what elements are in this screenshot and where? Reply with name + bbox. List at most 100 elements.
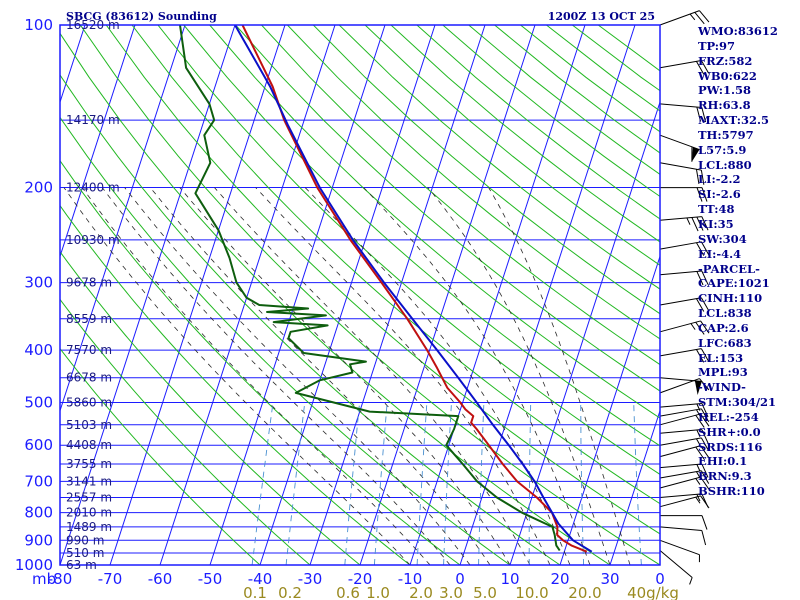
- index-item: RH:63.8: [698, 98, 751, 113]
- wind-barb: [659, 408, 710, 422]
- height-tick-label: 63 m: [66, 558, 97, 572]
- index-item: CAPE:1021: [698, 276, 770, 291]
- wind-barb-full: [701, 107, 707, 123]
- wind-barb-full: [701, 429, 709, 444]
- wind-barb-staff: [659, 408, 702, 417]
- mixing-ratio-label: 3.0: [439, 584, 463, 600]
- wind-barb: [659, 320, 710, 335]
- parcel-profile-line: [234, 25, 593, 553]
- wind-barb-staff: [659, 495, 701, 508]
- index-item: EI:-4.4: [698, 246, 742, 261]
- wind-barb: [659, 378, 710, 394]
- wind-barb-half: [694, 379, 700, 387]
- mixing-ratio-label: 0.6: [336, 584, 360, 600]
- index-item: HEL:-254: [698, 409, 759, 424]
- index-item: CAP:2.6: [698, 320, 749, 335]
- mixing-ratio-label: 2.0: [409, 584, 433, 600]
- index-item: SRDS:116: [698, 439, 763, 454]
- wind-barb: [659, 550, 693, 585]
- wind-barb-staff: [659, 270, 702, 276]
- moist-adiabat-line: [488, 187, 631, 565]
- dry-adiabat-line: [60, 73, 561, 565]
- wind-barb-half: [698, 554, 700, 563]
- wind-barb-full: [700, 241, 710, 255]
- temperature-tick-label: -20: [348, 570, 373, 588]
- height-tick-label: 2557 m: [66, 491, 112, 505]
- index-item: BSHR:110: [698, 484, 765, 499]
- temperature-tick-label: -70: [98, 570, 123, 588]
- isotherm-line: [209, 25, 386, 565]
- mixing-ratio-line: [416, 402, 428, 565]
- height-tick-label: 10930 m: [66, 233, 120, 247]
- wind-barb-staff: [659, 463, 702, 469]
- index-item: TP:97: [698, 38, 736, 53]
- mixing-ratio-label: 5.0: [473, 584, 497, 600]
- mixing-ratio-label: 0.1: [243, 584, 267, 600]
- isotherm-line: [159, 25, 336, 565]
- wind-barb-half: [696, 464, 701, 472]
- dry-adiabats: [60, 25, 660, 565]
- wind-barb-full: [695, 321, 705, 335]
- height-tick-label: 3141 m: [66, 474, 112, 488]
- wind-barb-staff: [659, 320, 701, 333]
- wind-barb-staff: [659, 10, 700, 26]
- index-item: WB0:622: [698, 68, 757, 83]
- wind-barb: [659, 429, 709, 444]
- moist-adiabat-line: [63, 187, 411, 565]
- wind-barb-full: [695, 446, 705, 460]
- wind-barb: [659, 348, 710, 363]
- wind-barb-full: [700, 470, 710, 484]
- wind-barb: [659, 216, 709, 232]
- wind-barb: [659, 241, 710, 256]
- wind-barb: [659, 162, 705, 185]
- mixing-ratio-line: [528, 402, 532, 565]
- wind-barb-full: [700, 320, 710, 334]
- moist-adiabat-line: [81, 187, 431, 565]
- pressure-tick-label: 500: [24, 393, 53, 411]
- temperature-tick-label: -80: [48, 570, 73, 588]
- index-item: LI:-2.2: [698, 172, 741, 187]
- height-tick-label: 12400 m: [66, 181, 120, 195]
- wind-barb-full: [696, 106, 702, 122]
- mixing-ratio-line: [285, 402, 306, 565]
- isotherm-line: [559, 254, 660, 565]
- wind-barb: [659, 445, 710, 460]
- wind-barb-staff: [659, 402, 702, 408]
- wind-barb-staff: [659, 550, 693, 578]
- wind-barb-full: [696, 187, 703, 202]
- wind-barb-full: [696, 271, 704, 286]
- index-item: TH:5797: [698, 127, 754, 142]
- isotherm-isobar-grid: [60, 25, 660, 565]
- wind-barb-full: [695, 414, 705, 428]
- wind-barb-full: [696, 216, 704, 231]
- wind-barb-full: [696, 242, 705, 256]
- wind-barb-full: [701, 187, 708, 202]
- pressure-tick-label: 700: [24, 472, 53, 490]
- index-item: KI:35: [698, 216, 734, 231]
- index-item: TT:48: [698, 202, 735, 217]
- isotherm-line: [509, 100, 660, 565]
- pressure-tick-label: 200: [24, 179, 53, 197]
- mixing-ratio-label: 0.2: [278, 584, 302, 600]
- wind-barb-half: [695, 478, 701, 485]
- temperature-tick-label-end: 0: [655, 570, 665, 588]
- wind-barb-full: [691, 217, 699, 232]
- wind-barb: [659, 463, 709, 478]
- wind-barb-full: [699, 10, 710, 23]
- isotherm-line: [409, 25, 586, 565]
- temperature-tick-label: 0: [455, 570, 465, 588]
- pressure-tick-label: 800: [24, 504, 53, 522]
- wind-barb-half: [696, 494, 701, 502]
- moist-adiabat-line: [304, 187, 571, 565]
- wind-barb: [659, 526, 707, 546]
- mixing-ratio-line: [580, 402, 585, 565]
- height-tick-label: 5860 m: [66, 395, 112, 409]
- wind-barb: [659, 60, 710, 75]
- isotherm-line: [60, 25, 136, 259]
- height-tick-label: 990 m: [66, 533, 104, 547]
- index-item: -WIND-: [698, 380, 746, 395]
- wind-barb-full: [700, 348, 710, 362]
- index-item: CINH:110: [698, 291, 763, 306]
